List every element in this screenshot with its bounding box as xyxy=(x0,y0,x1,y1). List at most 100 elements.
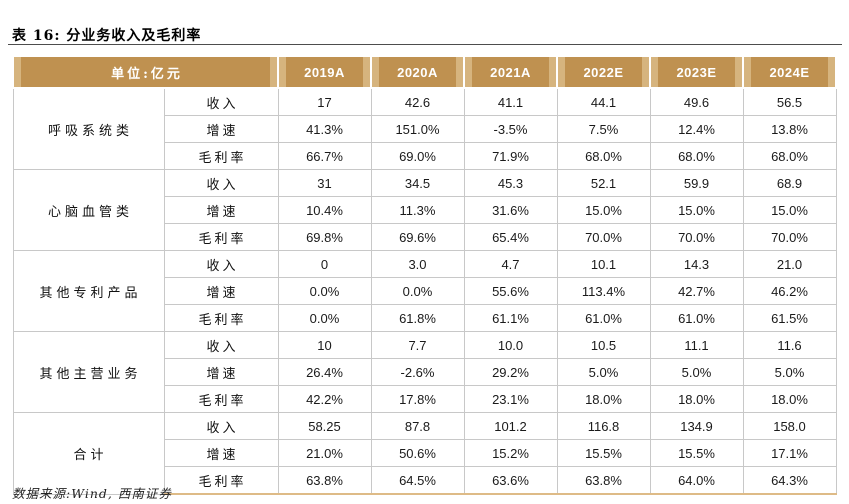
table-row: 增速 26.4% -2.6% 29.2% 5.0% 5.0% 5.0% xyxy=(13,358,837,386)
metric-label-cell: 毛利率 xyxy=(163,142,279,170)
year-header-cell: 2022E xyxy=(556,55,651,89)
group-name-cell: 合计 xyxy=(12,412,165,495)
value-cell: 15.0% xyxy=(556,196,651,224)
group-name-cell: 心脑血管类 xyxy=(12,169,165,251)
unit-header-cell: 单位:亿元 xyxy=(12,55,279,89)
value-cell: 61.8% xyxy=(370,304,465,332)
value-cell: 15.2% xyxy=(463,439,558,467)
value-cell: 17.1% xyxy=(742,439,837,467)
value-cell: 55.6% xyxy=(463,277,558,305)
table-row: 心脑血管类 收入 31 34.5 45.3 52.1 59.9 68.9 xyxy=(12,169,837,251)
value-cell: 69.0% xyxy=(370,142,465,170)
group-name-cell: 其他主营业务 xyxy=(12,331,165,413)
metric-label-cell: 收入 xyxy=(163,87,279,116)
value-cell: 15.0% xyxy=(742,196,837,224)
table-row: 增速 10.4% 11.3% 31.6% 15.0% 15.0% 15.0% xyxy=(13,196,837,224)
value-cell: 10.5 xyxy=(556,331,651,359)
value-cell: 10.0 xyxy=(463,331,558,359)
value-cell: 46.2% xyxy=(742,277,837,305)
metric-label-cell: 毛利率 xyxy=(163,466,279,495)
year-header-cell: 2020A xyxy=(370,55,465,89)
value-cell: 70.0% xyxy=(649,223,744,251)
table-row: 毛利率 42.2% 17.8% 23.1% 18.0% 18.0% 18.0% xyxy=(13,385,837,413)
value-cell: 64.0% xyxy=(649,466,744,495)
value-cell: 69.8% xyxy=(277,223,372,251)
value-cell: 158.0 xyxy=(742,412,837,440)
value-cell: 71.9% xyxy=(463,142,558,170)
value-cell: 70.0% xyxy=(742,223,837,251)
value-cell: 0 xyxy=(277,250,372,278)
metric-label-cell: 增速 xyxy=(163,277,279,305)
value-cell: 15.5% xyxy=(556,439,651,467)
table-row: 增速 21.0% 50.6% 15.2% 15.5% 15.5% 17.1% xyxy=(13,439,837,467)
value-cell: 68.0% xyxy=(649,142,744,170)
value-cell: 5.0% xyxy=(742,358,837,386)
metric-label-cell: 增速 xyxy=(163,115,279,143)
value-cell: 10.1 xyxy=(556,250,651,278)
value-cell: 23.1% xyxy=(463,385,558,413)
metric-label-cell: 收入 xyxy=(163,412,279,440)
value-cell: 68.0% xyxy=(556,142,651,170)
value-cell: 101.2 xyxy=(463,412,558,440)
value-cell: 17 xyxy=(277,87,372,116)
value-cell: 7.7 xyxy=(370,331,465,359)
value-cell: 13.8% xyxy=(742,115,837,143)
table-body: 呼吸系统类 收入 17 42.6 41.1 44.1 49.6 56.5 增速 41.3% 151.… xyxy=(12,87,837,495)
value-cell: 0.0% xyxy=(277,277,372,305)
value-cell: 12.4% xyxy=(649,115,744,143)
value-cell: 14.3 xyxy=(649,250,744,278)
value-cell: 21.0% xyxy=(277,439,372,467)
value-cell: 4.7 xyxy=(463,250,558,278)
metric-label-cell: 收入 xyxy=(163,331,279,359)
table-row: 毛利率 69.8% 69.6% 65.4% 70.0% 70.0% 70.0% xyxy=(13,223,837,251)
value-cell: 41.1 xyxy=(463,87,558,116)
value-cell: 42.7% xyxy=(649,277,744,305)
value-cell: 44.1 xyxy=(556,87,651,116)
value-cell: 70.0% xyxy=(556,223,651,251)
value-cell: 64.3% xyxy=(742,466,837,495)
value-cell: 7.5% xyxy=(556,115,651,143)
value-cell: 64.5% xyxy=(370,466,465,495)
value-cell: 18.0% xyxy=(649,385,744,413)
value-cell: 5.0% xyxy=(649,358,744,386)
table-row: 合计 收入 58.25 87.8 101.2 116.8 134.9 158.0 xyxy=(12,412,837,495)
value-cell: 50.6% xyxy=(370,439,465,467)
value-cell: 63.8% xyxy=(556,466,651,495)
value-cell: 52.1 xyxy=(556,169,651,197)
table-caption: 表 16: 分业务收入及毛利率 xyxy=(12,28,202,44)
table-row: 毛利率 0.0% 61.8% 61.1% 61.0% 61.0% 61.5% xyxy=(13,304,837,332)
year-header-cell: 2023E xyxy=(649,55,744,89)
value-cell: 26.4% xyxy=(277,358,372,386)
value-cell: 15.5% xyxy=(649,439,744,467)
value-cell: 31.6% xyxy=(463,196,558,224)
value-cell: 66.7% xyxy=(277,142,372,170)
value-cell: 42.6 xyxy=(370,87,465,116)
value-cell: -2.6% xyxy=(370,358,465,386)
value-cell: 61.0% xyxy=(556,304,651,332)
value-cell: 0.0% xyxy=(277,304,372,332)
metric-label-cell: 收入 xyxy=(163,169,279,197)
value-cell: 18.0% xyxy=(742,385,837,413)
header-row: 单位:亿元 2019A 2020A 2021A 2022E 2023E 2024E xyxy=(12,55,837,89)
table-header: 单位:亿元 2019A 2020A 2021A 2022E 2023E 2024E xyxy=(12,55,837,89)
value-cell: 63.6% xyxy=(463,466,558,495)
metric-label-cell: 增速 xyxy=(163,439,279,467)
value-cell: 69.6% xyxy=(370,223,465,251)
value-cell: 68.0% xyxy=(742,142,837,170)
value-cell: 56.5 xyxy=(742,87,837,116)
value-cell: 61.0% xyxy=(649,304,744,332)
data-source-note: 数据来源:Wind, 西南证券 xyxy=(12,486,172,501)
caption-divider xyxy=(8,44,842,45)
value-cell: 134.9 xyxy=(649,412,744,440)
value-cell: 68.9 xyxy=(742,169,837,197)
value-cell: 87.8 xyxy=(370,412,465,440)
group-name-cell: 其他专利产品 xyxy=(12,250,165,332)
segment-revenue-table: 单位:亿元 2019A 2020A 2021A 2022E 2023E 2024E 呼吸系… xyxy=(12,55,837,495)
table-row: 其他专利产品 收入 0 3.0 4.7 10.1 14.3 21.0 xyxy=(12,250,837,332)
year-header-cell: 2019A xyxy=(277,55,372,89)
metric-label-cell: 毛利率 xyxy=(163,385,279,413)
value-cell: 11.3% xyxy=(370,196,465,224)
value-cell: 65.4% xyxy=(463,223,558,251)
value-cell: 17.8% xyxy=(370,385,465,413)
value-cell: 42.2% xyxy=(277,385,372,413)
